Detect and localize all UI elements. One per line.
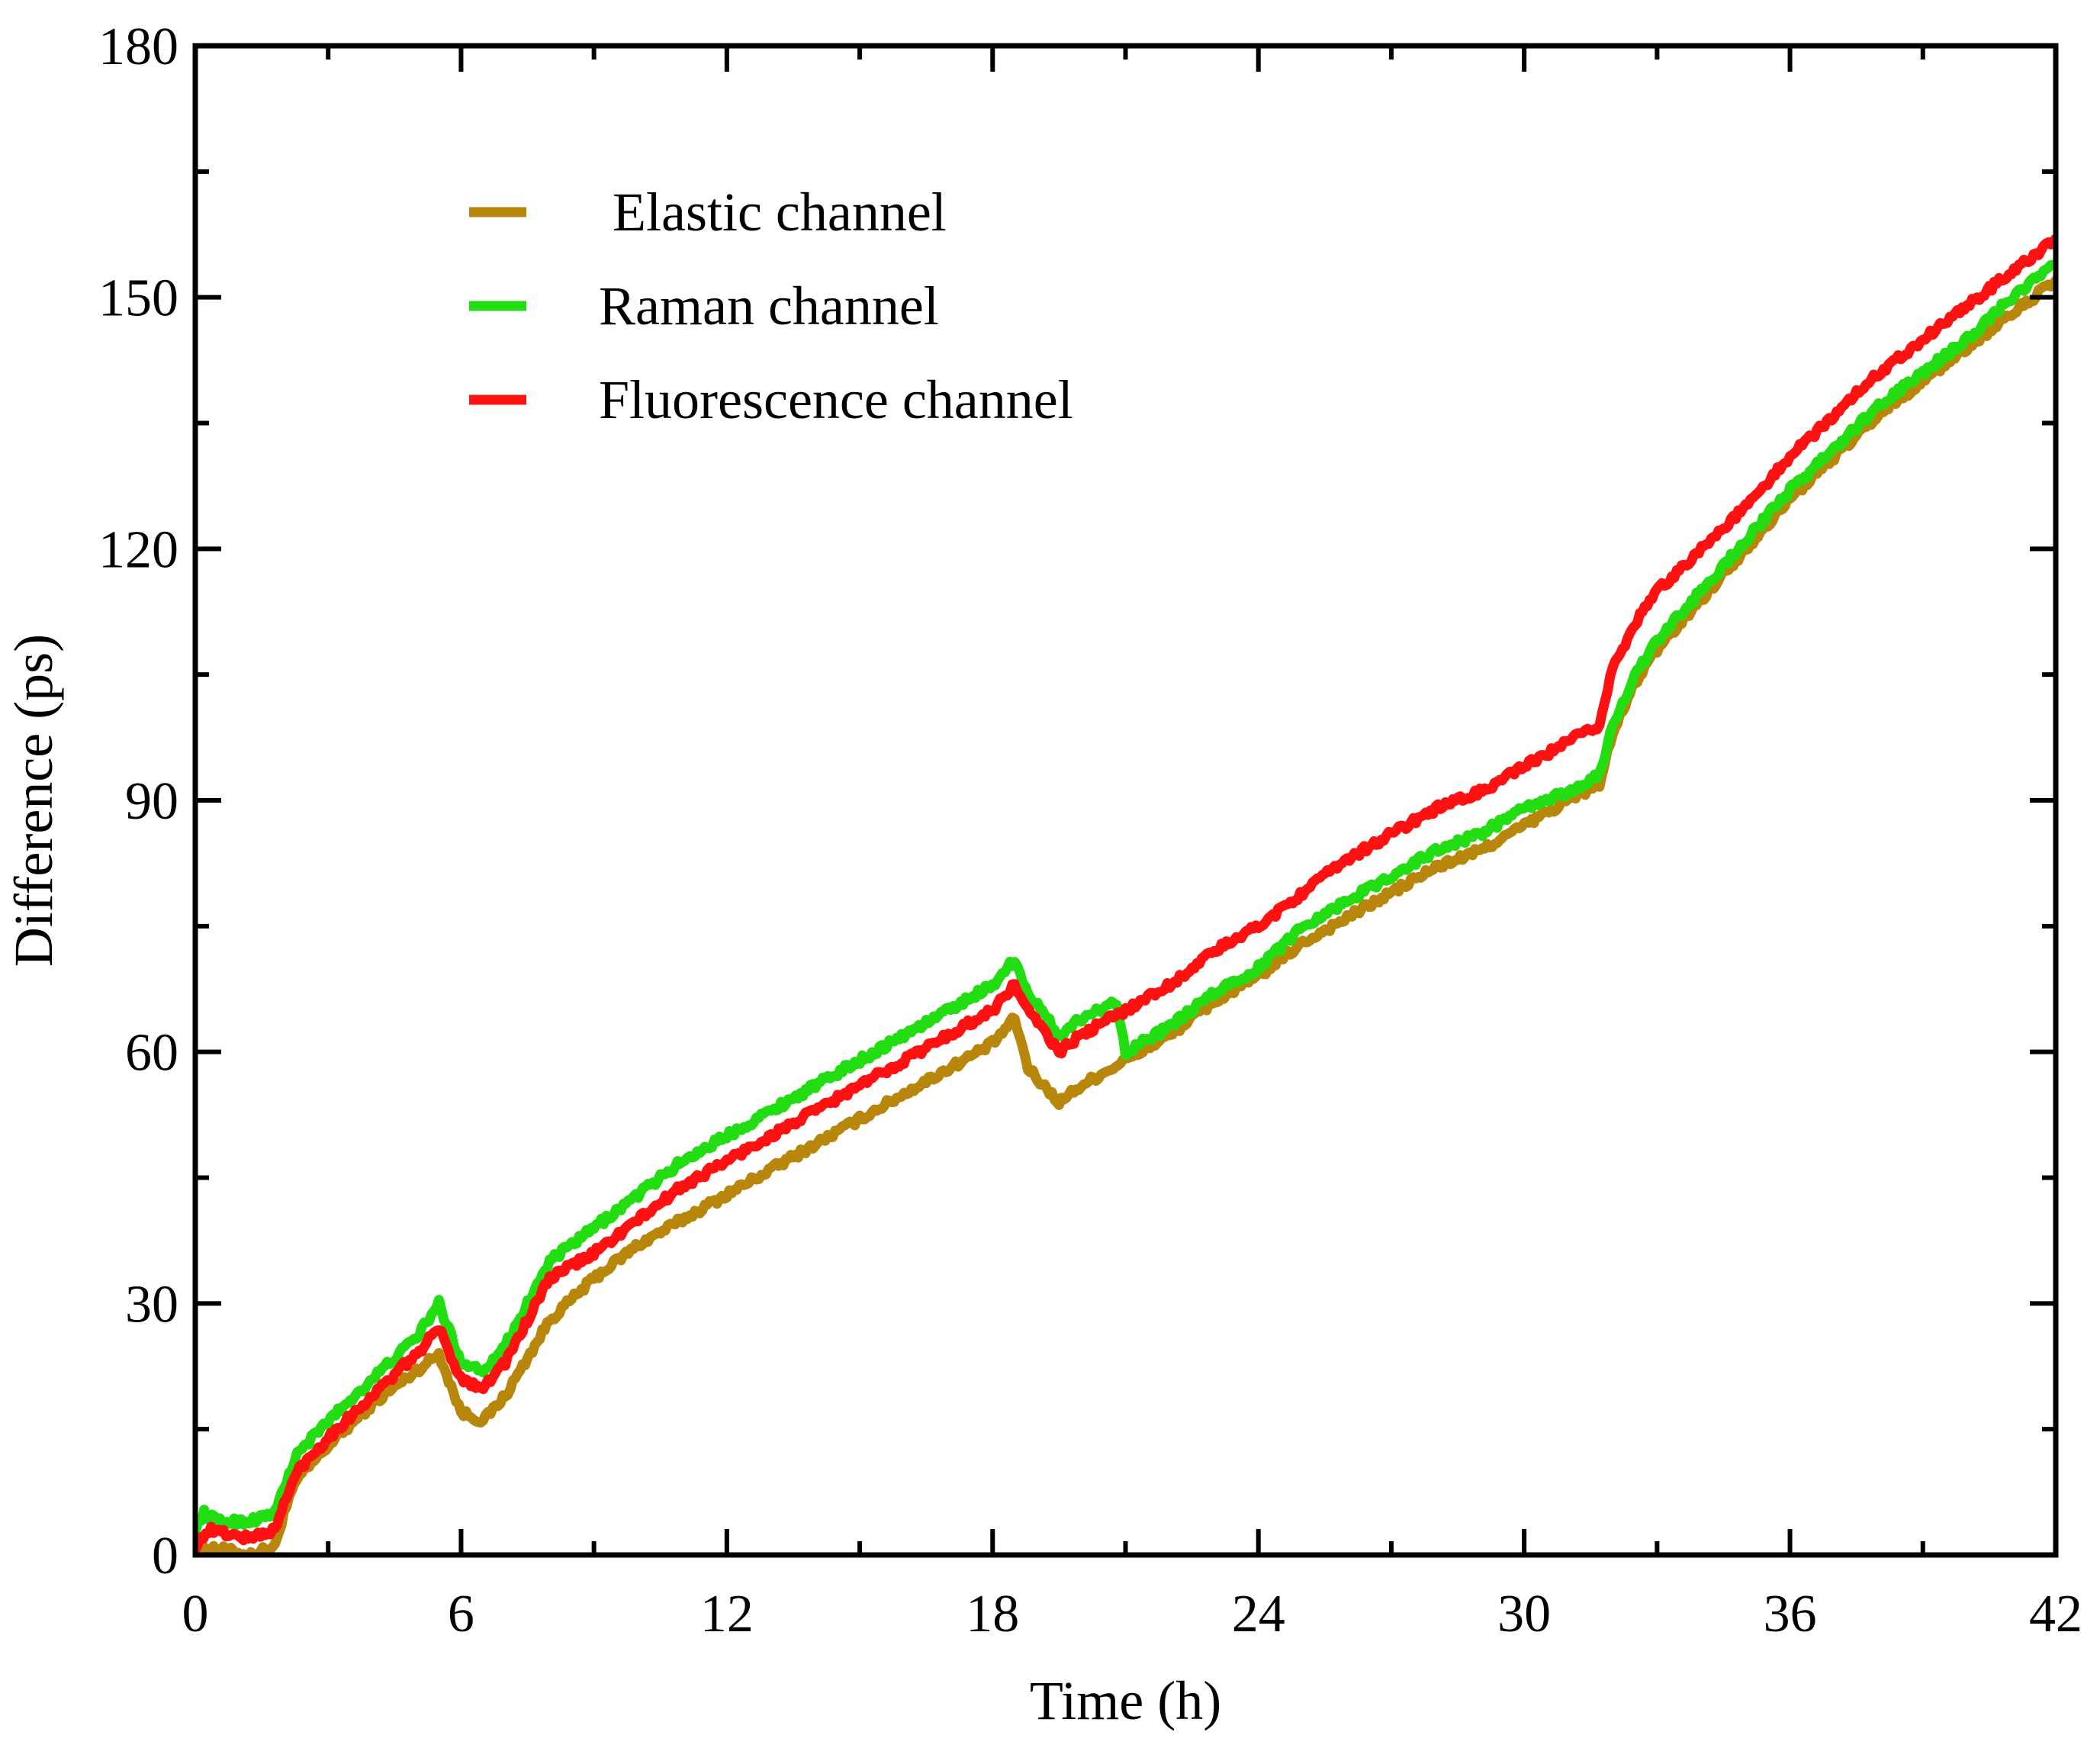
x-tick-label: 12 (700, 1585, 754, 1643)
x-tick-label: 36 (1764, 1585, 1817, 1643)
x-axis-tick-labels: 0 6 12 18 24 30 36 42 (182, 1585, 2083, 1643)
legend: Elastic channel Raman channel Fluorescence… (469, 182, 1073, 430)
x-tick-label: 30 (1497, 1585, 1551, 1643)
y-tick-label: 60 (125, 1024, 178, 1083)
y-tick-label: 120 (98, 520, 178, 579)
x-tick-label: 24 (1232, 1585, 1285, 1643)
legend-label: Elastic channel (599, 182, 947, 243)
x-axis-title: Time (h) (1030, 1670, 1221, 1731)
x-tick-label: 6 (448, 1585, 474, 1643)
x-tick-label: 0 (182, 1585, 209, 1643)
y-tick-label: 180 (98, 18, 178, 76)
series-line-2 (195, 259, 2056, 1539)
y-tick-label: 90 (125, 772, 178, 831)
plot-area-frame (192, 43, 2059, 1558)
y-axis-tick-labels: 0 30 60 90 120 150 180 (98, 18, 178, 1585)
axis-ticks (193, 43, 2058, 1557)
y-tick-label: 0 (152, 1527, 178, 1585)
x-tick-label: 18 (966, 1585, 1019, 1643)
x-tick-label: 42 (2029, 1585, 2082, 1643)
series-line-3 (195, 233, 2056, 1555)
y-tick-label: 150 (98, 269, 178, 328)
y-axis-title: Difference (ps) (3, 634, 64, 967)
legend-label: Fluorescence channel (599, 369, 1073, 430)
legend-label: Raman channel (599, 275, 939, 336)
y-tick-label: 30 (125, 1275, 178, 1334)
series-layer (195, 233, 2056, 1555)
